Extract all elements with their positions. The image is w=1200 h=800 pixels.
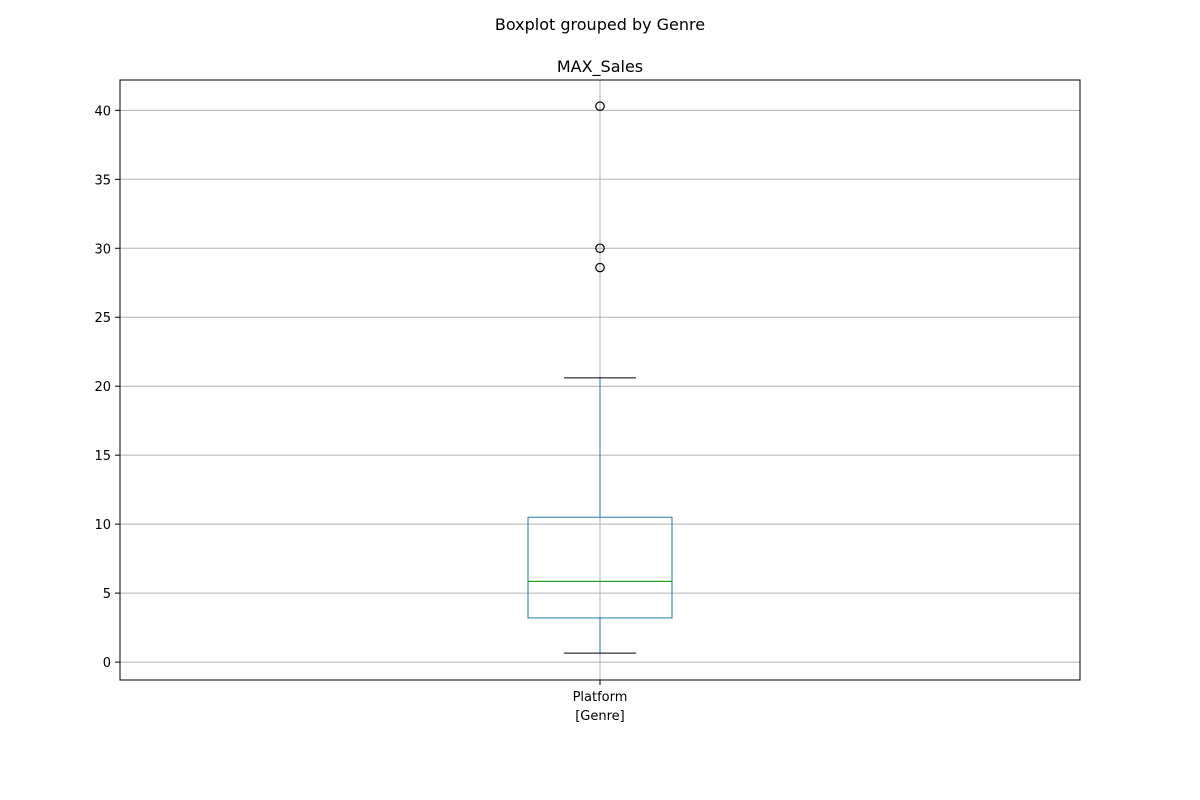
outlier-point-0 <box>595 262 605 273</box>
y-tick-label-15: 15 <box>94 449 111 464</box>
y-tick-label-35: 35 <box>94 173 111 188</box>
y-tick-label-0: 0 <box>103 656 111 671</box>
y-tick-label-20: 20 <box>94 380 111 395</box>
x-tick-label-line1: Platform <box>573 690 628 705</box>
x-tick-label-line2: [Genre] <box>575 709 625 724</box>
y-tick-label-40: 40 <box>94 104 111 119</box>
outlier-point-2 <box>595 101 605 112</box>
outlier-point-1 <box>595 243 605 254</box>
axes-title: MAX_Sales <box>557 57 643 77</box>
suptitle: Boxplot grouped by Genre <box>495 15 705 34</box>
y-tick-label-30: 30 <box>94 242 111 257</box>
y-tick-label-10: 10 <box>94 518 111 533</box>
y-axis: 0 5 10 15 20 25 30 35 40 <box>94 104 120 671</box>
y-tick-label-25: 25 <box>94 311 111 326</box>
box-layer <box>527 101 673 654</box>
iqr-box <box>527 516 673 619</box>
y-tick-label-5: 5 <box>103 587 111 602</box>
